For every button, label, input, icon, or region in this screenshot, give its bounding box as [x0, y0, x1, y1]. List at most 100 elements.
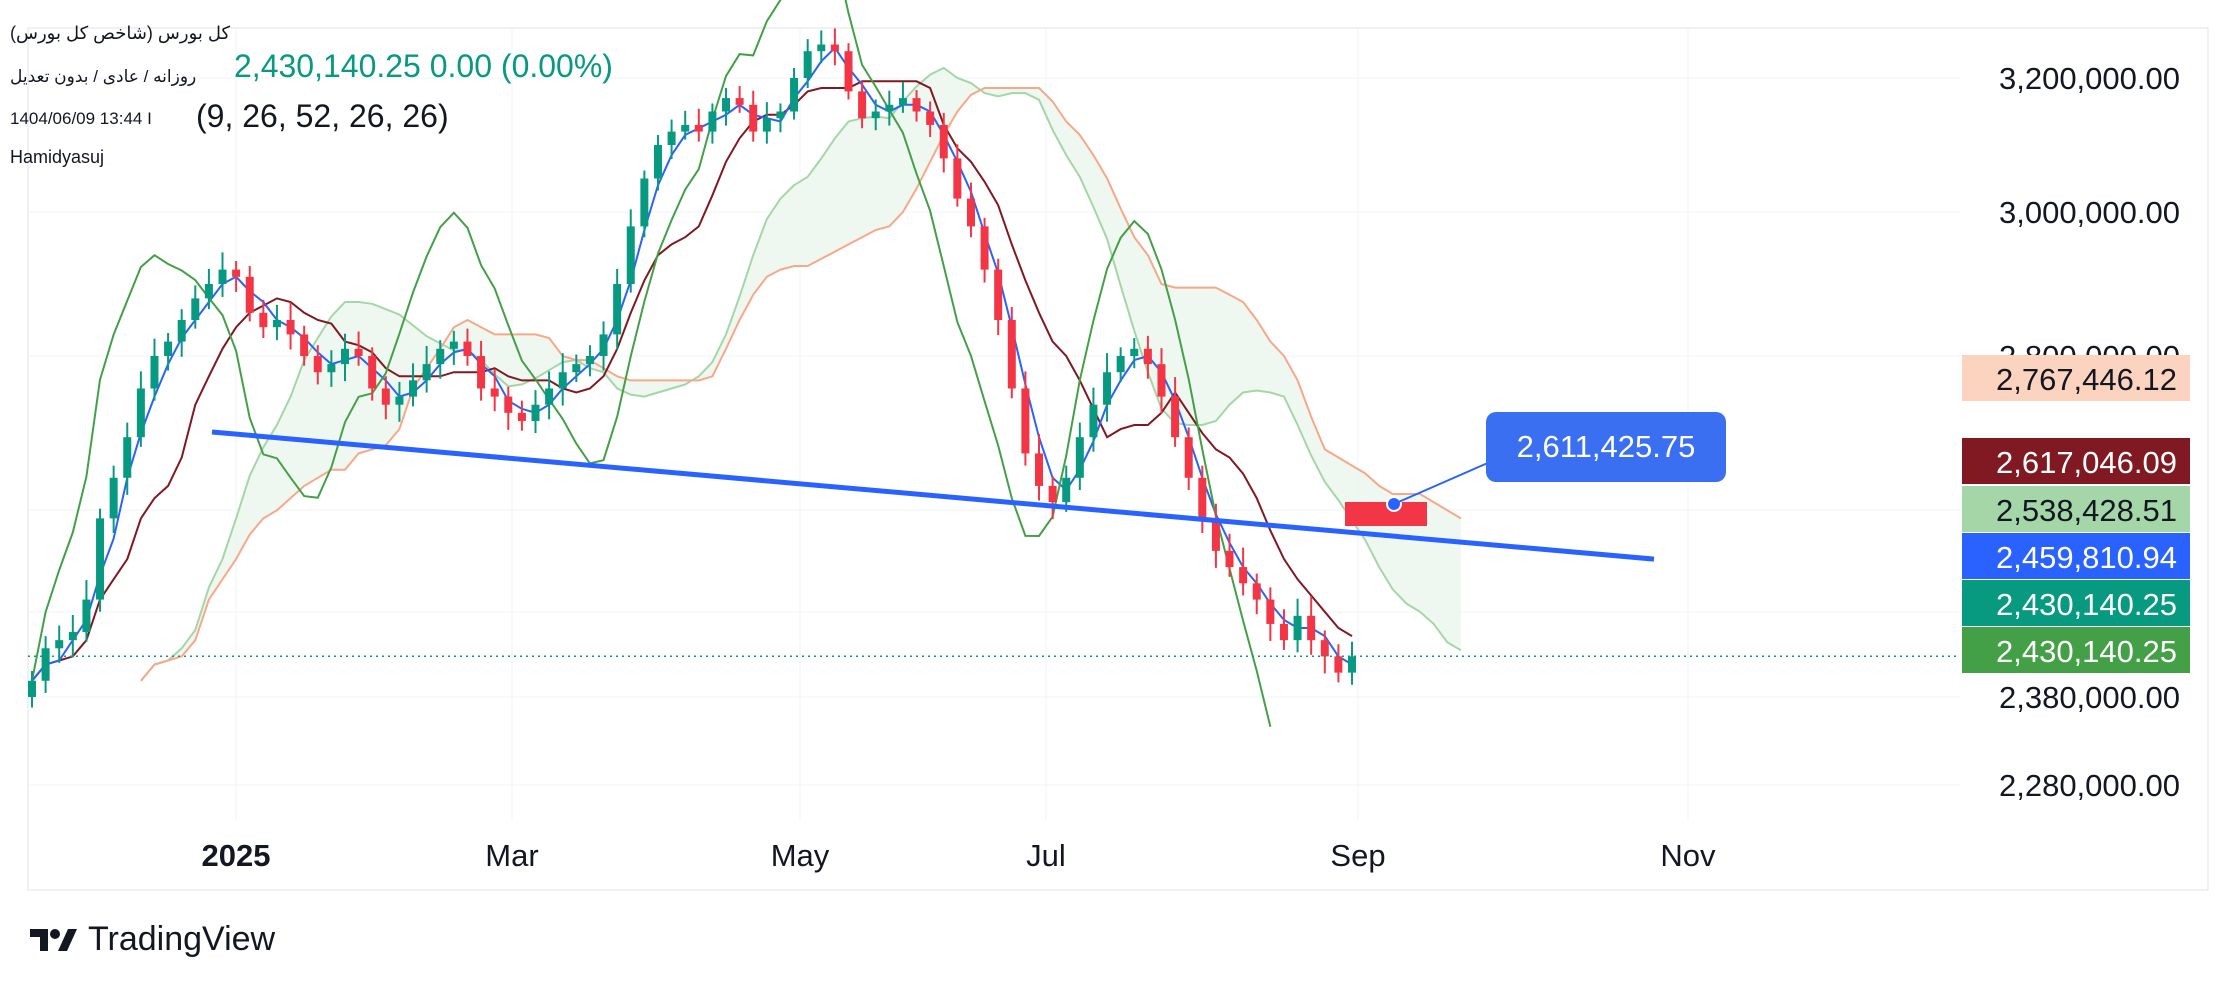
candle-body — [966, 198, 975, 227]
candle-body — [858, 91, 867, 119]
candle-body — [939, 124, 948, 159]
candle-body — [1266, 599, 1275, 624]
plot-frame — [27, 27, 2209, 891]
candle-body — [599, 334, 608, 356]
candle-body — [41, 648, 50, 681]
price-tag-bg — [1962, 438, 2190, 484]
candle-body — [340, 348, 349, 365]
candle-body — [1239, 567, 1248, 584]
price-tag-label: 2,767,446.12 — [1996, 362, 2177, 397]
trendline-marker — [1345, 502, 1427, 526]
price-tag-label: 2,617,046.09 — [1996, 445, 2177, 480]
candle-body — [449, 341, 458, 349]
candle-body — [259, 312, 268, 328]
candle-body — [572, 364, 581, 373]
x-tick-label: Nov — [1660, 838, 1716, 873]
candle-body — [177, 320, 186, 342]
legend-timestamp: 1404/06/09 13:44 I — [10, 109, 152, 128]
candle-body — [150, 356, 159, 389]
candle-body — [1252, 583, 1261, 600]
candle-body — [422, 364, 431, 381]
candle-body — [1157, 364, 1166, 397]
candle-body — [204, 284, 213, 299]
candle-body — [681, 124, 690, 132]
candle-body — [191, 298, 200, 320]
annotations — [28, 429, 1960, 658]
candle-body — [1048, 485, 1057, 503]
candle-body — [409, 380, 418, 397]
candle-body — [585, 356, 594, 365]
candle-body — [82, 599, 91, 633]
y-tick-label: 2,380,000.00 — [1999, 680, 2180, 715]
candle-body — [436, 348, 445, 365]
footer: TradingView — [28, 920, 275, 959]
candle-body — [626, 226, 635, 284]
candle-body — [844, 51, 853, 92]
candle-body — [531, 404, 540, 421]
candle-body — [980, 226, 989, 270]
candle-body — [286, 320, 295, 335]
candle-body — [1171, 396, 1180, 438]
candle-body — [395, 396, 404, 405]
candle-body — [994, 269, 1003, 320]
candle-body — [749, 104, 758, 132]
trendline — [211, 429, 1655, 562]
candle-body — [1307, 615, 1316, 641]
candle-body — [1279, 623, 1288, 641]
candle-body — [885, 104, 894, 112]
span-b-line — [140, 87, 1462, 682]
price-tag-bg — [1962, 486, 2190, 532]
candle-body — [164, 341, 173, 356]
candle-body — [1035, 453, 1044, 486]
candle-body — [55, 640, 64, 649]
price-tag-label: 2,430,140.25 — [1996, 587, 2177, 622]
candle-body — [123, 437, 132, 478]
candle-body — [96, 518, 105, 600]
legend-author: Hamidyasuj — [10, 147, 105, 167]
candle-body — [667, 131, 676, 145]
candle-body — [871, 111, 880, 119]
candle-body — [1184, 437, 1193, 478]
candle-body — [68, 632, 77, 641]
price-tag-bg — [1962, 580, 2190, 626]
candle-body — [545, 388, 554, 405]
price-tag-bg — [1962, 355, 2190, 401]
cloud-fill — [140, 67, 1461, 681]
tradingview-logo-icon — [30, 928, 77, 951]
candle-body — [1225, 550, 1234, 568]
candle-body — [463, 341, 472, 356]
candle-body — [817, 44, 826, 52]
candle-body — [613, 284, 622, 335]
candle-body — [708, 111, 717, 132]
candle-body — [1021, 388, 1030, 454]
candle-body — [830, 44, 839, 52]
x-tick-label: May — [771, 838, 830, 873]
trendline-value-callout[interactable]: 2,611,425.75 — [1486, 412, 1726, 482]
candle-body — [653, 145, 662, 179]
candles — [28, 28, 1356, 708]
callout-connector — [1393, 461, 1491, 505]
candle-body — [354, 348, 363, 356]
candle-body — [1143, 348, 1152, 365]
candle-body — [722, 98, 731, 112]
candle-body — [1116, 356, 1125, 373]
candle-body — [1007, 320, 1016, 389]
tradingview-brand: TradingView — [88, 920, 276, 958]
candle-body — [245, 276, 254, 313]
y-tick-label: 3,000,000.00 — [1999, 195, 2180, 230]
span-a-line — [140, 66, 1462, 682]
candle-body — [1062, 477, 1071, 503]
candle-body — [694, 124, 703, 132]
candle-body — [1211, 518, 1220, 551]
candle-body — [504, 396, 513, 413]
candle-body — [136, 388, 145, 438]
price-tag-label: 2,430,140.25 — [1996, 634, 2177, 669]
candle-body — [517, 412, 526, 421]
ichimoku-cloud — [140, 66, 1462, 682]
price-tag-bg — [1962, 533, 2190, 579]
candle-body — [232, 269, 241, 277]
candle-body — [926, 111, 935, 125]
candle-body — [1075, 437, 1084, 478]
price-tags: 2,767,446.12 2,617,046.09 2,538,428.51 2,45… — [1962, 355, 2190, 673]
candle-body — [490, 388, 499, 397]
